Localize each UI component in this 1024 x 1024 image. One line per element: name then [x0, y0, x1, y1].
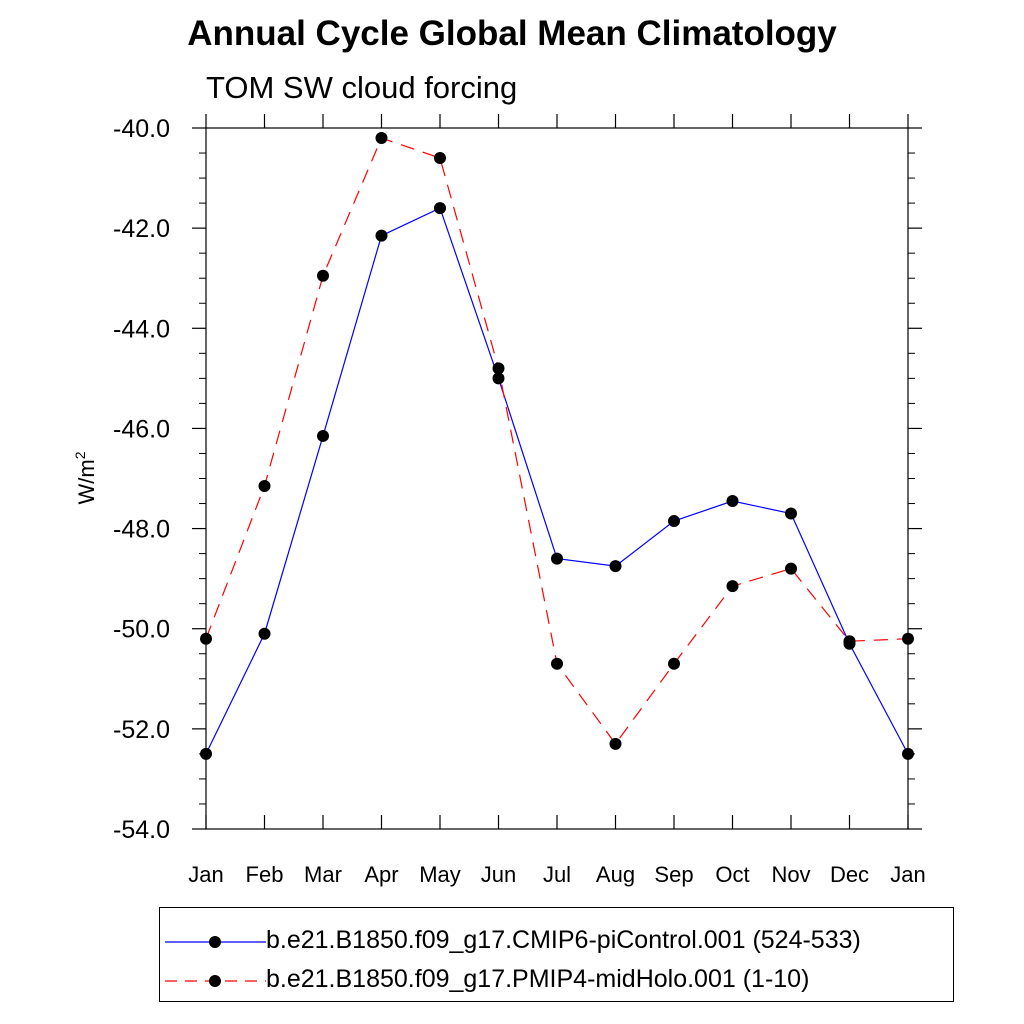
y-tick-labels: -40.0 -42.0 -44.0 -46.0 -48.0 -50.0 -52.0 -54.0: [113, 115, 170, 844]
x-tick-label: Feb: [246, 862, 284, 887]
data-point-series-0: [668, 515, 680, 528]
data-point-series-1: [726, 580, 739, 593]
x-tick-label: Apr: [364, 862, 398, 887]
y-tick-label: -40.0: [113, 115, 170, 143]
data-point-series-0: [492, 372, 505, 385]
axis-ticks: [192, 114, 922, 830]
data-point-series-1: [492, 362, 505, 375]
legend-label-picontrol: b.e21.B1850.f09_g17.CMIP6-piControl.001 …: [266, 926, 861, 954]
y-tick-label: -44.0: [113, 315, 170, 343]
chart-title: Annual Cycle Global Mean Climatology: [187, 14, 837, 53]
data-point-series-0: [258, 627, 271, 640]
y-axis-label-base: W/m: [74, 459, 99, 504]
data-point-series-1: [200, 632, 212, 645]
data-point-series-1: [551, 657, 563, 670]
legend-item-picontrol: b.e21.B1850.f09_g17.CMIP6-piControl.001 …: [160, 922, 955, 962]
x-tick-label: Jan: [890, 862, 925, 887]
legend-marker-picontrol: [165, 936, 266, 948]
y-tick-label: -54.0: [113, 816, 170, 844]
chart-canvas: -40.0 -42.0 -44.0 -46.0 -48.0 -50.0 -52.0 -54.0…: [72, 114, 926, 887]
y-axis-label-sup: 2: [72, 451, 88, 459]
data-point-series-1: [785, 562, 797, 575]
data-point-series-0: [317, 429, 329, 442]
series-layer: [200, 132, 914, 760]
data-point-series-1: [317, 269, 329, 282]
x-tick-label: May: [419, 862, 461, 887]
x-tick-labels: Jan Feb Mar Apr May Jun Jul Aug Sep Oct Nov Dec Jan: [188, 862, 925, 887]
data-point-series-0: [785, 507, 797, 520]
y-tick-label: -50.0: [113, 616, 170, 644]
x-tick-label: Oct: [715, 862, 749, 887]
data-point-series-0: [434, 202, 446, 215]
series-line-1: [205, 137, 909, 745]
x-tick-label: Jan: [188, 862, 223, 887]
legend-dot-picontrol: [209, 936, 221, 948]
data-point-series-0: [375, 229, 388, 242]
data-point-series-0: [609, 560, 622, 573]
x-tick-label: Dec: [830, 862, 869, 887]
data-point-series-1: [843, 635, 856, 648]
y-tick-label: -52.0: [113, 716, 170, 744]
y-tick-label: -48.0: [113, 516, 170, 544]
x-tick-label: Jun: [481, 862, 516, 887]
data-point-series-0: [902, 747, 914, 760]
x-tick-label: Sep: [654, 862, 693, 887]
legend: b.e21.B1850.f09_g17.CMIP6-piControl.001 …: [159, 907, 954, 1002]
data-point-series-1: [258, 480, 271, 493]
plot-frame: [205, 127, 909, 830]
data-point-series-1: [375, 132, 388, 145]
data-point-series-1: [668, 657, 680, 670]
data-point-series-1: [609, 737, 622, 750]
y-tick-label: -46.0: [113, 415, 170, 443]
y-axis-label: W/m2: [72, 451, 99, 504]
legend-item-midholo: b.e21.B1850.f09_g17.PMIP4-midHolo.001 (1…: [160, 961, 955, 1001]
x-tick-label: Mar: [304, 862, 342, 887]
data-point-series-0: [551, 552, 563, 565]
data-point-series-0: [726, 495, 739, 508]
chart-subtitle: TOM SW cloud forcing: [206, 70, 518, 105]
x-tick-label: Aug: [596, 862, 635, 887]
legend-label-midholo: b.e21.B1850.f09_g17.PMIP4-midHolo.001 (1…: [266, 965, 810, 993]
legend-marker-midholo: [165, 975, 266, 987]
x-tick-label: Jul: [543, 862, 571, 887]
series-line-0: [205, 207, 909, 755]
x-tick-label: Nov: [771, 862, 810, 887]
legend-dot-midholo: [209, 975, 221, 987]
data-point-series-1: [434, 152, 446, 165]
data-point-series-1: [902, 632, 914, 645]
y-tick-label: -42.0: [113, 215, 170, 243]
data-point-series-0: [200, 747, 212, 760]
